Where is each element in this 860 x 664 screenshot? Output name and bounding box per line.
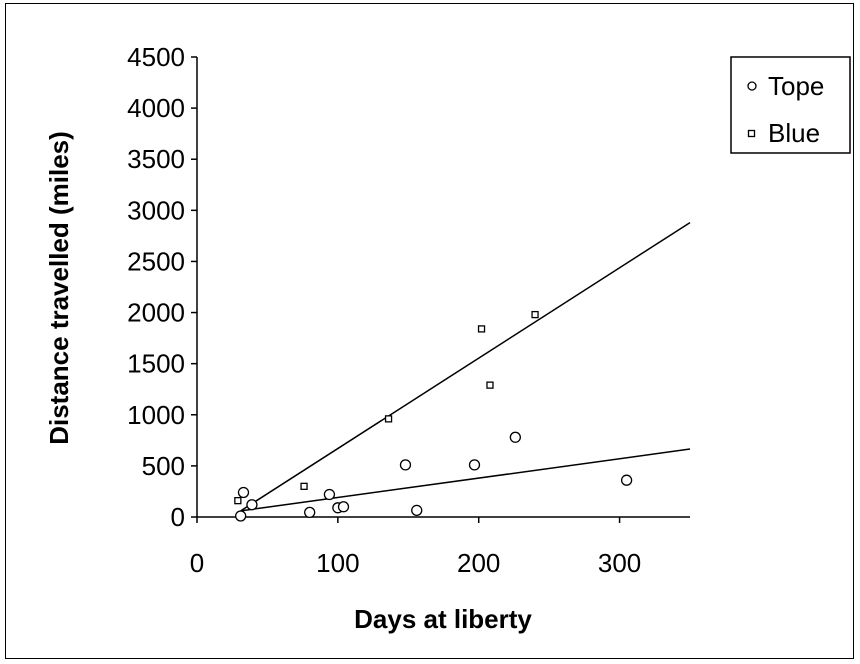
point-tope [337,501,350,513]
y-tick-label: 4500 [127,42,185,72]
point-tope [468,459,481,471]
x-tick-label: 100 [316,548,359,578]
point-tope [399,459,412,471]
point-tope [411,504,423,517]
point-blue [384,415,393,423]
point-tope [235,510,247,522]
legend-label-tope: Tope [768,71,824,101]
y-tick-label: 2000 [127,298,185,328]
legend: Tope Blue [730,56,851,154]
trendline-blue [240,221,691,512]
x-axis-title: Days at liberty [354,604,532,634]
legend-marker-tope [747,81,757,91]
y-axis-title: Distance travelled (miles) [44,131,74,445]
y-ticks: 0 500 1000 1500 2000 2500 3000 3500 4000 4500 [127,42,197,532]
y-tick-label: 4000 [127,93,185,123]
point-blue [477,325,486,333]
point-tope [304,506,316,519]
point-blue [300,482,308,490]
x-tick-label: 200 [457,548,500,578]
point-tope [237,486,250,499]
trendlines [240,221,691,512]
x-tick-label: 0 [190,548,204,578]
y-tick-label: 1000 [127,400,185,430]
axes [196,57,690,518]
point-blue [234,496,242,505]
chart-frame [5,3,854,659]
y-tick-label: 3000 [127,195,185,225]
y-tick-label: 0 [171,502,185,532]
y-tick-label: 1500 [127,349,185,379]
y-tick-label: 2500 [127,246,185,276]
point-tope [246,499,258,511]
y-tick-label: 3500 [127,144,185,174]
point-tope [509,431,521,443]
x-ticks: 0 100 200 300 [190,517,641,578]
point-blue [531,310,539,319]
point-tope [323,488,336,501]
legend-label-blue: Blue [768,118,820,148]
data-points [234,310,633,522]
point-tope [620,474,633,486]
trendline-tope [240,448,691,512]
y-tick-label: 500 [142,451,185,481]
point-blue [486,381,494,389]
x-tick-label: 300 [598,548,641,578]
legend-marker-blue [747,129,756,138]
